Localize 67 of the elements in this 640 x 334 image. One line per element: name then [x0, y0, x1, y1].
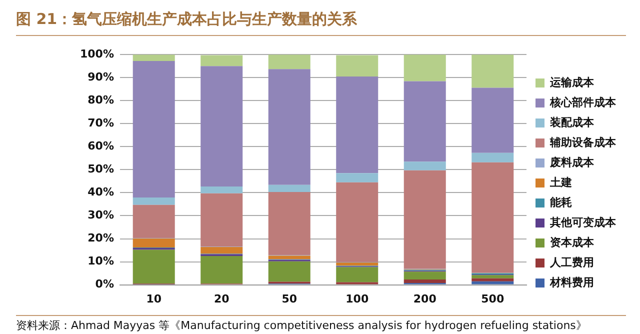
bar	[268, 261, 310, 282]
bar	[472, 88, 514, 153]
bar	[336, 173, 378, 182]
legend-label: 其他可变成本	[549, 216, 617, 229]
bar	[472, 162, 514, 273]
bar	[336, 76, 378, 174]
legend-label: 核心部件成本	[549, 96, 617, 109]
bar	[336, 55, 378, 76]
x-tick-label: 10	[146, 292, 162, 306]
y-tick-label: 60%	[88, 140, 114, 153]
bar	[404, 170, 446, 269]
bar	[472, 278, 514, 282]
bar	[336, 182, 378, 262]
bar	[268, 192, 310, 256]
y-tick-label: 70%	[88, 116, 114, 130]
bar	[472, 275, 514, 278]
bar	[200, 55, 243, 66]
bar	[132, 238, 175, 248]
bar	[200, 186, 243, 194]
bar	[336, 267, 378, 282]
y-tick-label: 80%	[88, 94, 114, 106]
bar	[404, 162, 446, 170]
bar	[200, 247, 243, 254]
legend-label: 资本成本	[550, 236, 595, 249]
bar	[268, 69, 310, 185]
y-tick-label: 100%	[80, 47, 114, 60]
bar	[132, 204, 175, 238]
bar	[132, 61, 175, 198]
bar	[404, 54, 446, 82]
y-tick-label: 30%	[88, 208, 114, 222]
bar	[132, 198, 175, 205]
bar	[404, 280, 446, 283]
legend-label: 装配成本	[549, 116, 595, 129]
bar	[132, 250, 175, 284]
bar	[268, 184, 310, 192]
x-tick-label: 200	[413, 292, 437, 306]
y-tick-label: 40%	[88, 186, 114, 199]
chart-title: 图 21：氢气压缩机生产成本占比与生产数量的关系	[16, 10, 626, 36]
legend-label: 辅助设备成本	[549, 136, 617, 149]
y-tick-label: 10%	[88, 254, 114, 268]
y-tick-label: 50%	[88, 162, 114, 176]
bar	[404, 272, 446, 280]
legend-label: 人工费用	[549, 256, 594, 269]
bar	[268, 54, 310, 70]
x-tick-label: 50	[282, 292, 298, 306]
legend-label: 废料成本	[549, 156, 595, 169]
bar	[200, 256, 243, 284]
y-tick-label: 0%	[95, 278, 114, 291]
bar	[268, 256, 310, 260]
bar	[132, 54, 175, 62]
bar	[472, 152, 514, 162]
x-tick-label: 20	[214, 292, 230, 306]
x-tick-label: 100	[346, 292, 369, 306]
y-tick-label: 20%	[88, 232, 114, 245]
legend-label: 能耗	[550, 196, 572, 209]
legend-label: 土建	[549, 176, 572, 189]
bar	[472, 281, 514, 284]
bar	[200, 193, 243, 247]
y-tick-label: 90%	[88, 70, 114, 84]
bar	[200, 66, 243, 187]
text: 资料来源：Ahmad Mayyas 等《Manufacturing competitiveness analysis for hydrogen refueling stations》	[16, 318, 626, 333]
bar	[472, 54, 514, 88]
bar	[336, 262, 378, 266]
legend-label: 材料费用	[549, 276, 594, 289]
legend-label: 运输成本	[549, 76, 595, 89]
x-tick-label: 500	[481, 292, 504, 306]
bar	[404, 81, 446, 162]
